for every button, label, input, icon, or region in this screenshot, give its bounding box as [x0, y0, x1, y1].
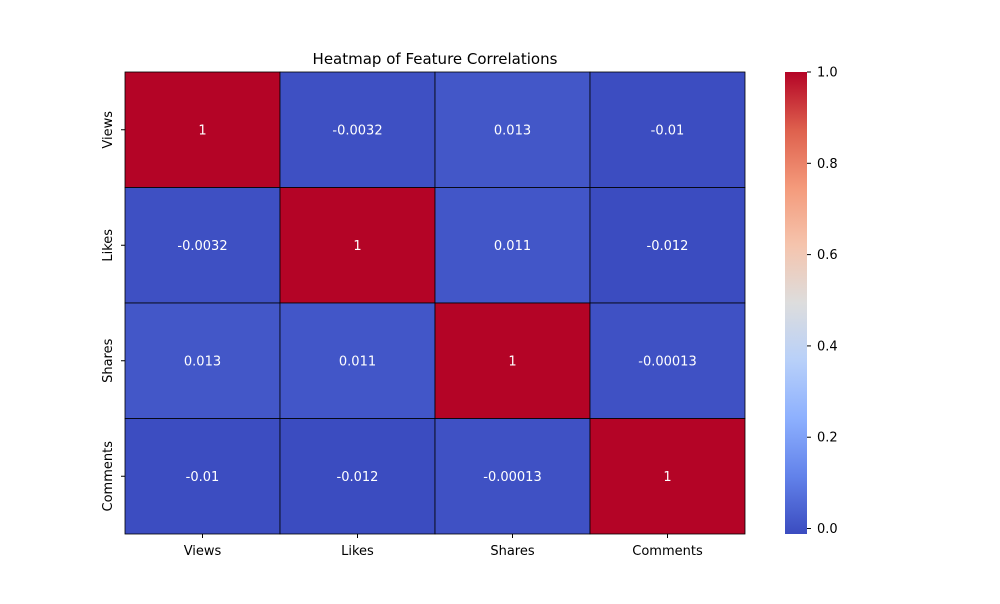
- heatmap-cell: [279, 187, 436, 304]
- colorbar-tick-label: 0.8: [817, 157, 838, 172]
- cell-value-label: 0.013: [494, 123, 531, 138]
- y-tick-label: Likes: [101, 229, 116, 262]
- heatmap-cell: [589, 71, 746, 188]
- x-tick-label: Views: [184, 544, 222, 559]
- cell-value-label: -0.012: [647, 239, 689, 254]
- cell-value-label: -0.012: [337, 470, 379, 485]
- x-tick-label: Likes: [341, 544, 374, 559]
- x-axis: Views Likes Shares Comments: [184, 534, 703, 559]
- heatmap-cells: [124, 71, 746, 535]
- heatmap-cell: [279, 71, 436, 188]
- y-tick-label: Views: [101, 111, 116, 149]
- colorbar-gradient: [785, 72, 807, 534]
- cell-value-label: 1: [353, 239, 361, 254]
- cell-value-label: -0.00013: [638, 354, 696, 369]
- heatmap-cell: [124, 187, 281, 304]
- cell-value-label: 1: [508, 354, 516, 369]
- colorbar-tick-label: 0.4: [817, 339, 838, 354]
- heatmap-cell: [279, 302, 436, 419]
- cell-value-label: 1: [663, 470, 671, 485]
- heatmap-cell: [124, 71, 281, 188]
- y-tick-label: Comments: [101, 441, 116, 512]
- cell-value-label: 0.011: [339, 354, 376, 369]
- x-tick-label: Comments: [632, 544, 703, 559]
- cell-value-labels: 1 -0.0032 0.013 -0.01 -0.0032 1 0.011 -0.012 0.0…: [177, 123, 696, 485]
- x-tick-label: Shares: [490, 544, 535, 559]
- colorbar: 0.0 0.2 0.4 0.6 0.8 1.0: [785, 66, 838, 537]
- heatmap-cell: [589, 302, 746, 419]
- colorbar-tick-label: 0.6: [817, 248, 838, 263]
- heatmap-cell: [434, 418, 591, 535]
- heatmap-cell: [124, 418, 281, 535]
- cell-value-label: -0.0032: [332, 123, 382, 138]
- cell-value-label: -0.01: [186, 470, 220, 485]
- cell-value-label: 1: [198, 123, 206, 138]
- colorbar-tick-label: 1.0: [817, 66, 838, 81]
- heatmap-cell: [434, 187, 591, 304]
- y-axis: Views Likes Shares Comments: [101, 111, 125, 512]
- colorbar-tick-label: 0.2: [817, 431, 838, 446]
- cell-value-label: -0.0032: [177, 239, 227, 254]
- cell-value-label: 0.013: [184, 354, 221, 369]
- cell-value-label: -0.01: [651, 123, 685, 138]
- colorbar-tick-label: 0.0: [817, 522, 838, 537]
- cell-value-label: -0.00013: [483, 470, 541, 485]
- chart-title: Heatmap of Feature Correlations: [313, 50, 558, 68]
- y-tick-label: Shares: [101, 338, 116, 383]
- heatmap-cell: [589, 418, 746, 535]
- heatmap-cell: [279, 418, 436, 535]
- cell-value-label: 0.011: [494, 239, 531, 254]
- heatmap-cell: [434, 71, 591, 188]
- heatmap-cell: [589, 187, 746, 304]
